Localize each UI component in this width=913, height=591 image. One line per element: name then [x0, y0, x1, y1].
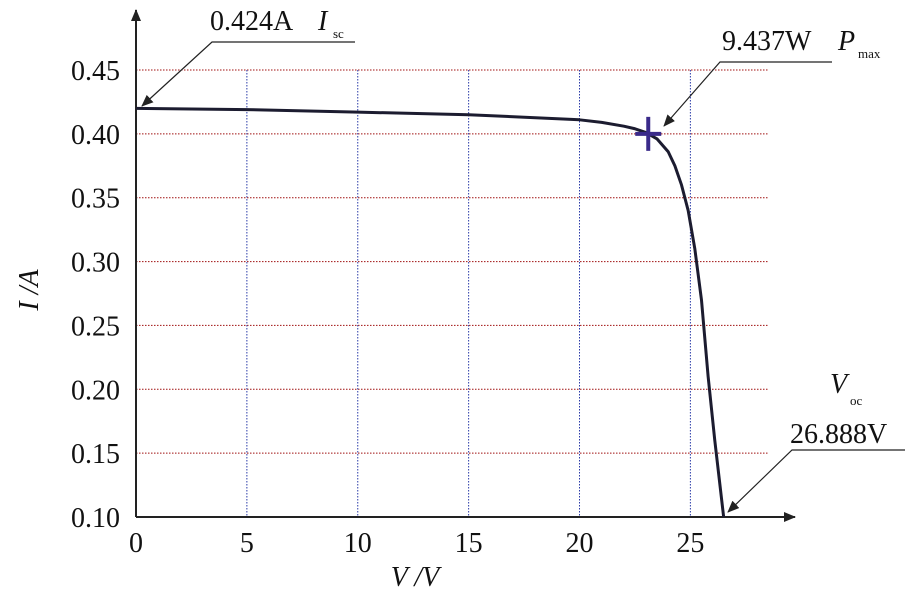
annotation-subscript: max [858, 46, 881, 61]
curve [135, 106, 726, 518]
annotation-value: 26.888V [790, 419, 887, 450]
leader-line [663, 61, 832, 127]
y-tick-label: 0.35 [71, 184, 120, 215]
annotation-symbol: V [830, 369, 850, 400]
annotation-subscript: sc [333, 26, 344, 41]
y-axis-label: I /A [14, 269, 45, 312]
leader-line [141, 41, 355, 107]
y-tick-label: 0.25 [71, 311, 120, 342]
annotation-symbol: I [317, 6, 329, 37]
annotation-value: 9.437W [722, 26, 812, 57]
leader-line [727, 449, 905, 513]
annotation-symbol: P [837, 26, 855, 57]
x-axis-label: V /V [391, 562, 442, 591]
y-tick-label: 0.40 [71, 120, 120, 151]
x-tick-label: 25 [676, 528, 704, 559]
y-tick-label: 0.15 [71, 439, 120, 470]
x-tick-label: 15 [455, 528, 483, 559]
annotation-value: 0.424A [210, 6, 294, 37]
y-tick-label: 0.10 [71, 503, 120, 534]
x-tick-label: 20 [566, 528, 594, 559]
annotation-subscript: oc [850, 393, 863, 408]
x-tick-label: 0 [129, 528, 143, 559]
grid [136, 69, 768, 517]
x-tick-label: 5 [240, 528, 254, 559]
y-tick-label: 0.45 [71, 56, 120, 87]
y-tick-label: 0.20 [71, 375, 120, 406]
y-tick-label: 0.30 [71, 248, 120, 279]
x-tick-label: 10 [344, 528, 372, 559]
